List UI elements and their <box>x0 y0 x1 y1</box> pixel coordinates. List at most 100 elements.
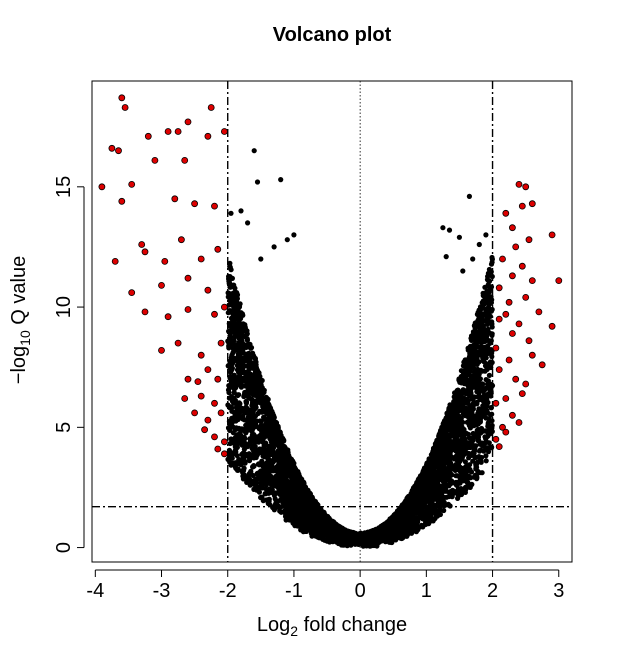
point-nonsig <box>475 376 481 382</box>
point-nonsig <box>416 525 422 531</box>
point-significant <box>502 310 510 318</box>
point-significant <box>158 281 165 289</box>
point-nonsig <box>485 399 491 406</box>
point-nonsig <box>308 516 314 522</box>
point-nonsig <box>232 460 238 466</box>
point-nonsig <box>410 510 416 517</box>
point-nonsig <box>425 508 432 514</box>
point-nonsig <box>229 455 235 461</box>
point-nonsig <box>238 330 245 336</box>
point-nonsig <box>254 487 260 493</box>
point-nonsig <box>451 488 457 494</box>
point-nonsig <box>399 535 405 542</box>
threshold-lines <box>92 81 572 562</box>
point-nonsig <box>255 369 261 375</box>
point-significant <box>177 236 185 244</box>
point-nonsig <box>459 454 465 460</box>
point-nonsig <box>249 427 255 433</box>
point-nonsig <box>478 338 484 344</box>
point-nonsig <box>454 448 460 454</box>
point-nonsig <box>236 370 242 376</box>
point-nonsig <box>271 244 277 250</box>
point-nonsig <box>479 454 485 461</box>
point-nonsig <box>486 372 492 378</box>
point-nonsig <box>244 337 250 343</box>
point-nonsig <box>290 464 296 470</box>
point-nonsig <box>261 450 267 456</box>
point-nonsig <box>469 482 475 488</box>
point-nonsig <box>320 536 326 542</box>
point-nonsig <box>439 463 445 469</box>
point-nonsig <box>379 531 385 537</box>
point-nonsig <box>325 533 331 539</box>
point-nonsig <box>314 512 320 518</box>
point-nonsig <box>228 355 234 361</box>
point-nonsig <box>485 420 491 426</box>
point-nonsig <box>243 422 249 428</box>
point-nonsig <box>464 419 470 425</box>
point-nonsig <box>420 471 426 477</box>
point-significant <box>211 310 218 318</box>
point-nonsig <box>235 304 241 310</box>
point-significant <box>505 356 513 364</box>
point-nonsig <box>299 513 305 519</box>
point-nonsig <box>273 438 279 444</box>
point-significant <box>98 183 106 191</box>
point-nonsig <box>277 449 283 455</box>
point-nonsig <box>419 485 425 491</box>
point-nonsig <box>238 334 244 340</box>
point-nonsig <box>263 491 269 497</box>
point-nonsig <box>229 367 235 373</box>
point-nonsig <box>479 381 485 387</box>
point-nonsig <box>294 487 300 493</box>
point-significant <box>525 236 533 244</box>
point-nonsig <box>449 494 455 500</box>
point-nonsig <box>456 234 462 240</box>
point-significant <box>214 445 222 453</box>
point-nonsig <box>480 408 486 414</box>
point-nonsig <box>385 536 391 542</box>
point-nonsig <box>480 389 486 395</box>
point-nonsig <box>230 303 236 309</box>
y-axis-label: −log10 Q value <box>8 256 33 384</box>
point-nonsig <box>462 447 468 453</box>
point-nonsig <box>470 256 476 262</box>
x-tick-label: -1 <box>285 580 303 602</box>
point-nonsig <box>433 440 439 446</box>
point-significant <box>509 224 516 232</box>
point-nonsig <box>487 359 493 365</box>
point-significant <box>555 277 563 285</box>
point-nonsig <box>463 443 469 449</box>
point-nonsig <box>304 522 310 529</box>
point-nonsig <box>439 458 446 464</box>
point-nonsig <box>395 508 401 514</box>
point-nonsig <box>466 372 472 378</box>
point-nonsig <box>487 278 493 284</box>
point-nonsig <box>279 467 285 473</box>
point-nonsig <box>271 424 277 431</box>
point-nonsig <box>432 496 438 502</box>
point-significant <box>181 156 189 164</box>
point-nonsig <box>452 428 458 434</box>
point-nonsig <box>234 432 240 438</box>
point-nonsig <box>470 374 476 380</box>
point-nonsig <box>270 449 276 455</box>
point-nonsig <box>477 447 483 453</box>
point-nonsig <box>291 495 297 501</box>
point-significant <box>161 257 169 265</box>
point-nonsig <box>314 501 320 507</box>
point-nonsig <box>236 425 242 431</box>
point-nonsig <box>227 308 233 314</box>
point-nonsig <box>245 351 251 357</box>
point-nonsig <box>451 394 457 400</box>
point-nonsig <box>436 483 442 489</box>
point-significant <box>211 399 218 407</box>
point-nonsig <box>255 461 261 467</box>
point-nonsig <box>278 177 284 183</box>
point-nonsig <box>245 220 251 226</box>
point-nonsig <box>244 417 250 424</box>
point-significant <box>509 330 516 337</box>
point-significant <box>128 289 136 297</box>
point-significant <box>181 395 189 402</box>
point-nonsig <box>472 446 478 452</box>
